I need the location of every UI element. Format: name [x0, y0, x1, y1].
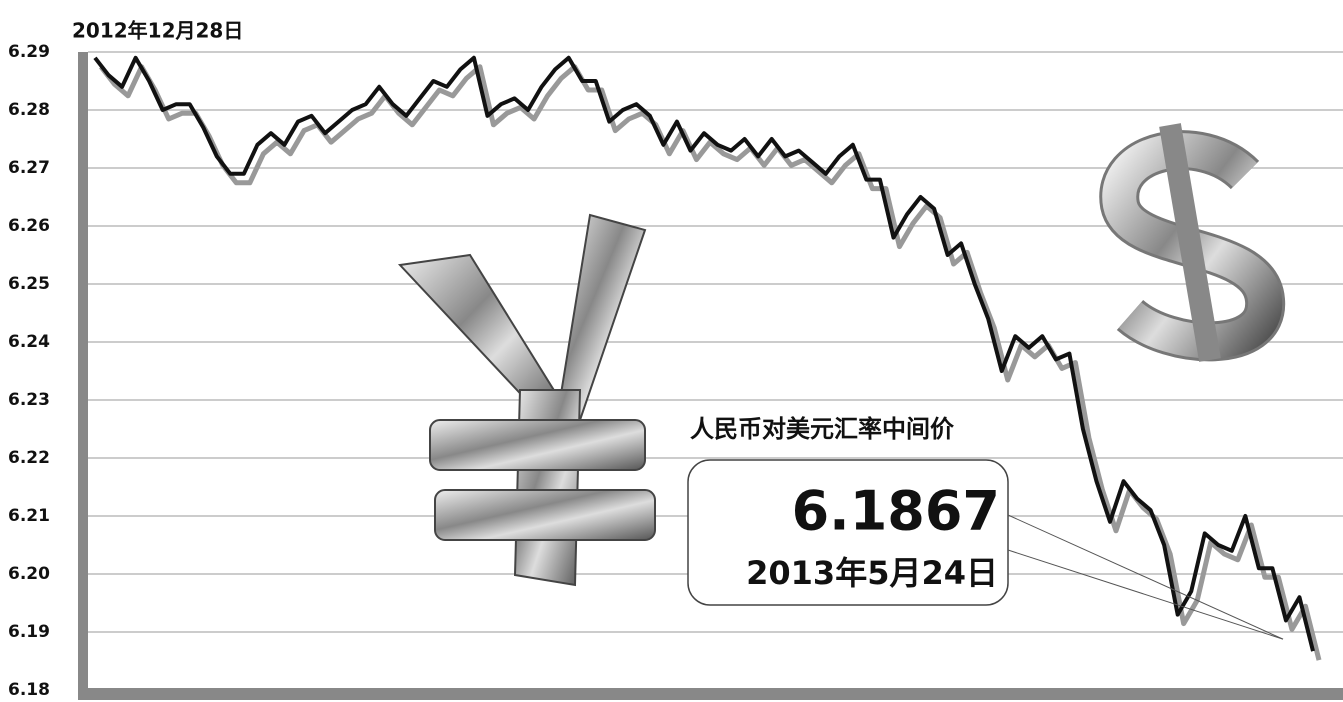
start-date: 2012年12月28日 — [72, 19, 243, 43]
annotation-date: 2013年5月24日 — [746, 554, 998, 592]
annotation-box — [687, 459, 1009, 606]
y-tick-label: 6.27 — [8, 158, 50, 178]
y-tick-label: 6.18 — [8, 680, 50, 700]
x-axis — [78, 688, 1343, 700]
y-tick-label: 6.25 — [8, 274, 50, 294]
y-tick-label: 6.20 — [8, 564, 50, 584]
y-tick-label: 6.28 — [8, 100, 50, 120]
dollar-icon — [1099, 123, 1286, 362]
y-tick-label: 6.21 — [8, 506, 50, 526]
yuan-icon — [397, 213, 656, 587]
annotation-value: 6.1867 — [792, 480, 1000, 543]
y-tick-label: 6.24 — [8, 332, 50, 352]
series-name: 人民币对美元汇率中间价 — [690, 415, 955, 443]
y-tick-label: 6.29 — [8, 42, 50, 62]
y-tick-label: 6.22 — [8, 448, 50, 468]
line-shadow — [99, 64, 1322, 661]
y-tick-label: 6.19 — [8, 622, 50, 642]
y-axis — [78, 52, 88, 700]
leader-line — [1007, 514, 1284, 640]
y-tick-label: 6.23 — [8, 390, 50, 410]
y-tick-label: 6.26 — [8, 216, 50, 236]
line — [93, 55, 1315, 652]
leader-line — [1007, 549, 1284, 640]
